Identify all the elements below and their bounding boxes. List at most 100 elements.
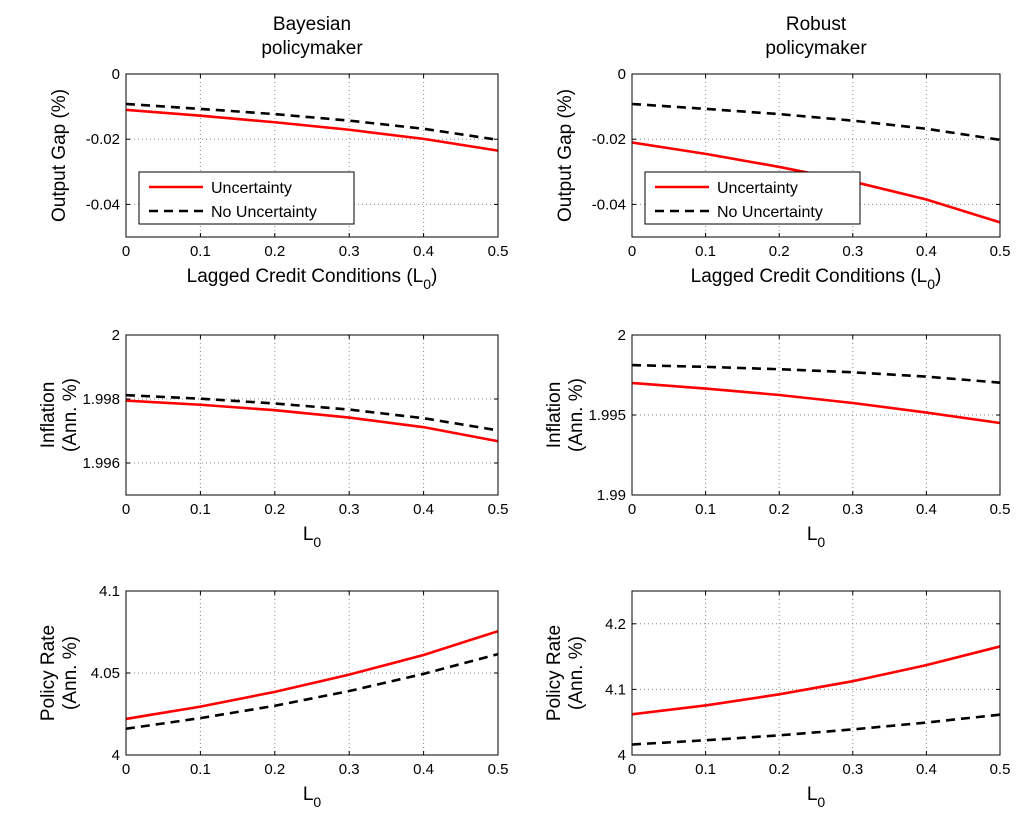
x-axis-label-main: Lagged Credit Conditions (L xyxy=(691,266,928,287)
y-tick-label: 1.998 xyxy=(82,391,120,408)
y-axis-label: (Ann. %) xyxy=(60,636,81,710)
axes-frame xyxy=(631,73,1001,238)
x-tick-label: 0.3 xyxy=(842,761,863,778)
x-tick-label: 0.3 xyxy=(842,501,863,518)
x-tick-label: 0.5 xyxy=(488,501,509,518)
panel-title: Bayesian xyxy=(273,14,351,35)
x-tick-label: 0.5 xyxy=(990,501,1011,518)
y-tick-label: 1.996 xyxy=(82,455,120,472)
x-tick-label: 0.2 xyxy=(769,243,790,260)
x-tick-label: 0 xyxy=(122,501,130,518)
series-line-no-uncertainty xyxy=(125,652,499,731)
legend: Uncertainty No Uncertainty xyxy=(138,171,355,225)
x-tick-label: 0.4 xyxy=(916,243,937,260)
legend-label: No Uncertainty xyxy=(211,204,317,221)
x-tick-label: 0.2 xyxy=(264,501,285,518)
legend: Uncertainty No Uncertainty xyxy=(644,171,861,225)
y-tick-label: -0.04 xyxy=(86,196,120,213)
x-tick-label: 0.5 xyxy=(488,761,509,778)
x-axis-label-main: Lagged Credit Conditions (L xyxy=(187,266,424,287)
series-line-uncertainty xyxy=(125,108,499,152)
y-axis-label: (Ann. %) xyxy=(60,378,81,452)
x-axis-label: L0 xyxy=(807,524,826,550)
x-tick-label: 0.1 xyxy=(190,243,211,260)
y-axis-label: (Ann. %) xyxy=(566,378,587,452)
legend-box xyxy=(138,171,355,225)
legend-box xyxy=(644,171,861,225)
y-axis-label: Output Gap (%) xyxy=(555,89,576,222)
y-tick-label: 4.2 xyxy=(605,616,626,633)
x-tick-label: 0.1 xyxy=(190,761,211,778)
x-axis-label: L0 xyxy=(303,524,322,550)
x-axis-label-subscript: 0 xyxy=(313,794,321,810)
x-tick-label: 0.4 xyxy=(916,501,937,518)
axes-frame xyxy=(125,334,499,496)
x-axis-label-main: L xyxy=(303,524,314,545)
y-tick-label: 1.99 xyxy=(597,487,626,504)
y-tick-label: 0 xyxy=(112,66,120,83)
x-tick-label: 0 xyxy=(628,761,636,778)
x-tick-label: 0.5 xyxy=(990,243,1011,260)
y-tick-label: 4.05 xyxy=(91,665,120,682)
y-axis-label: Inflation xyxy=(544,382,565,449)
series-line-uncertainty xyxy=(125,629,499,721)
x-tick-label: 0 xyxy=(122,761,130,778)
y-tick-label: 4.1 xyxy=(99,583,120,600)
y-tick-label: 2 xyxy=(618,327,626,344)
y-tick-label: 1.995 xyxy=(588,407,626,424)
x-tick-label: 0.3 xyxy=(339,501,360,518)
x-axis-label: L0 xyxy=(303,784,322,810)
x-axis-label: L0 xyxy=(807,784,826,810)
series-line-no-uncertainty xyxy=(631,363,1001,384)
x-tick-label: 0.4 xyxy=(916,761,937,778)
x-tick-label: 0.1 xyxy=(695,761,716,778)
x-tick-label: 0.2 xyxy=(264,761,285,778)
x-tick-label: 0.4 xyxy=(413,243,434,260)
axes-frame xyxy=(125,73,499,238)
x-axis-label-main: L xyxy=(807,784,818,805)
x-tick-label: 0.3 xyxy=(339,761,360,778)
panel-title: policymaker xyxy=(261,38,363,59)
x-axis-label: Lagged Credit Conditions (L0) xyxy=(187,266,438,292)
legend-label: No Uncertainty xyxy=(717,204,823,221)
x-tick-label: 0.1 xyxy=(695,243,716,260)
legend-label: Uncertainty xyxy=(211,180,292,197)
axes-frame xyxy=(631,590,1001,756)
x-tick-label: 0.2 xyxy=(264,243,285,260)
x-tick-label: 0 xyxy=(628,501,636,518)
series-line-no-uncertainty xyxy=(125,102,499,142)
x-axis-label-subscript: 0 xyxy=(817,794,825,810)
y-tick-label: 4.1 xyxy=(605,681,626,698)
panel-title: policymaker xyxy=(765,38,867,59)
y-tick-label: 2 xyxy=(112,327,120,344)
y-tick-label: 0 xyxy=(618,66,626,83)
x-axis-label: Lagged Credit Conditions (L0) xyxy=(691,266,942,292)
x-tick-label: 0.2 xyxy=(769,501,790,518)
x-tick-label: 0.3 xyxy=(842,243,863,260)
x-tick-label: 0.1 xyxy=(190,501,211,518)
x-tick-label: 0.5 xyxy=(990,761,1011,778)
y-axis-label: Inflation xyxy=(38,382,59,449)
series-line-no-uncertainty xyxy=(125,393,499,432)
y-axis-label: Policy Rate xyxy=(544,625,565,721)
x-tick-label: 0 xyxy=(122,243,130,260)
y-axis-label: Policy Rate xyxy=(38,625,59,721)
x-axis-label-subscript: 0 xyxy=(313,534,321,550)
series-line-no-uncertainty xyxy=(631,102,1001,142)
x-axis-label-subscript: 0 xyxy=(927,276,935,292)
x-tick-label: 0 xyxy=(628,243,636,260)
series-line-uncertainty xyxy=(631,381,1001,425)
x-axis-label-subscript: 0 xyxy=(423,276,431,292)
x-tick-label: 0.2 xyxy=(769,761,790,778)
y-tick-label: -0.02 xyxy=(592,131,626,148)
series-line-uncertainty xyxy=(125,399,499,443)
y-axis-label: Output Gap (%) xyxy=(49,89,70,222)
x-tick-label: 0.3 xyxy=(339,243,360,260)
y-tick-label: 4 xyxy=(112,747,120,764)
